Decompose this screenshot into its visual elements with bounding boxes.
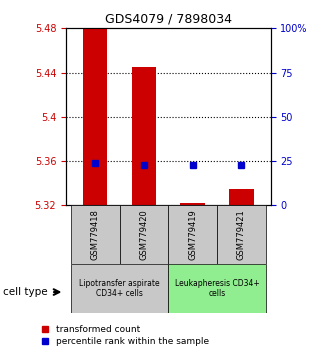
Bar: [168, 205, 217, 264]
Bar: [71, 264, 168, 313]
Bar: [181, 203, 205, 205]
Title: GDS4079 / 7898034: GDS4079 / 7898034: [105, 13, 232, 26]
Text: GSM779419: GSM779419: [188, 209, 197, 260]
Bar: [71, 205, 119, 264]
Bar: [217, 205, 266, 264]
Bar: [83, 23, 107, 205]
Bar: [168, 264, 266, 313]
Bar: [132, 67, 156, 205]
Text: GSM779420: GSM779420: [140, 209, 148, 260]
Text: GSM779421: GSM779421: [237, 209, 246, 260]
Legend: transformed count, percentile rank within the sample: transformed count, percentile rank withi…: [38, 321, 212, 349]
Text: Leukapheresis CD34+
cells: Leukapheresis CD34+ cells: [175, 279, 259, 298]
Bar: [119, 205, 168, 264]
Text: cell type: cell type: [3, 287, 48, 297]
Text: Lipotransfer aspirate
CD34+ cells: Lipotransfer aspirate CD34+ cells: [79, 279, 160, 298]
Text: GSM779418: GSM779418: [91, 209, 100, 260]
Bar: [229, 189, 253, 205]
